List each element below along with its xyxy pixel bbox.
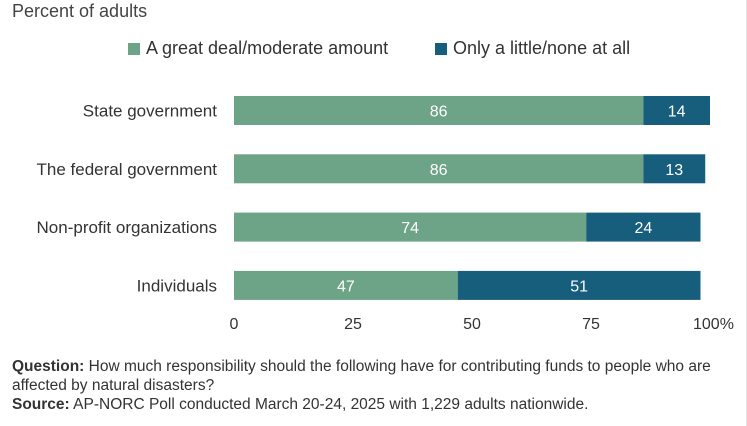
legend-label-series2: Only a little/none at all: [453, 38, 631, 58]
data-label: 86: [430, 104, 448, 121]
data-label: 14: [668, 104, 686, 121]
source-label: Source:: [12, 396, 70, 413]
chart-footnote: Question: How much responsibility should…: [12, 357, 737, 414]
legend: A great deal/moderate amount Only a litt…: [0, 38, 747, 58]
bar-segment: [586, 212, 701, 242]
bar-segment: [643, 154, 706, 184]
data-label: 47: [337, 278, 355, 295]
bar-segment: [234, 154, 644, 184]
legend-label-series1: A great deal/moderate amount: [146, 38, 389, 58]
category-label: State government: [83, 102, 217, 121]
source-text: AP-NORC Poll conducted March 20-24, 2025…: [69, 396, 589, 413]
legend-swatch-series1: [128, 42, 140, 55]
legend-item-series1: A great deal/moderate amount: [128, 38, 388, 59]
legend-swatch-series2: [435, 42, 447, 55]
bar-segment: [234, 212, 587, 242]
data-label: 24: [634, 220, 652, 237]
bar-segment: [234, 96, 644, 125]
category-label: Non-profit organizations: [37, 218, 217, 237]
source-note: Source: AP-NORC Poll conducted March 20-…: [12, 395, 737, 414]
x-tick-label: 75: [582, 316, 600, 333]
stacked-bar-chart: State government 86 14 The federal governme…: [37, 96, 734, 333]
bar-segment: [234, 270, 458, 300]
data-label: 51: [570, 278, 588, 295]
legend-item-series2: Only a little/none at all: [435, 38, 630, 59]
bar-segment: [643, 96, 710, 125]
data-label: 13: [665, 162, 683, 179]
x-tick-label: 50: [463, 316, 481, 333]
data-label: 86: [430, 162, 448, 179]
question-text: How much responsibility should the follo…: [12, 358, 711, 394]
category-label: Individuals: [137, 276, 217, 295]
chart-subtitle: Percent of adults: [12, 1, 148, 21]
question-note: Question: How much responsibility should…: [12, 357, 737, 395]
question-label: Question:: [12, 358, 85, 375]
bar-segment: [457, 270, 701, 300]
x-tick-label: 25: [344, 316, 362, 333]
x-tick-label: 0: [230, 316, 239, 333]
data-label: 74: [401, 220, 419, 237]
x-tick-label: 100%: [693, 316, 734, 333]
category-label: The federal government: [37, 160, 218, 179]
